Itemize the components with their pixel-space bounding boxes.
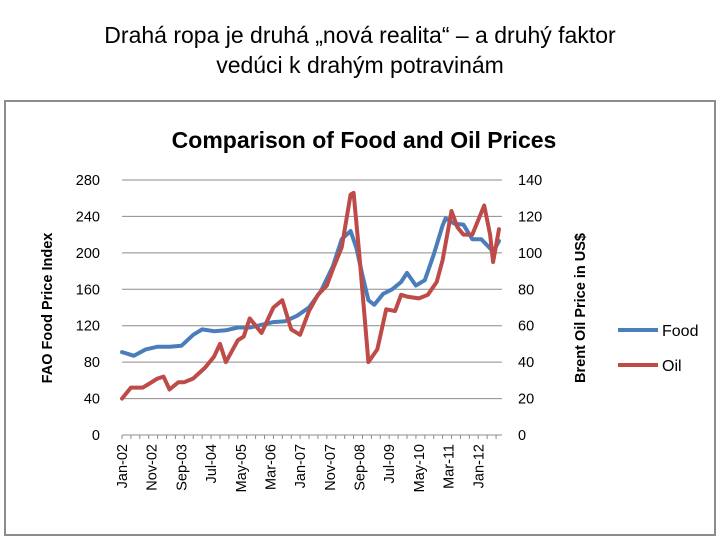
x-tick-label: Nov-07 <box>323 444 339 491</box>
axes: 0 0 40 20 80 40 120 60 160 80 200 100 240 120 280 140 Ja… <box>76 173 542 492</box>
y2-tick-label: 40 <box>518 355 534 371</box>
y2-tick-label: 0 <box>518 428 526 444</box>
legend-label-oil: Oil <box>662 358 682 375</box>
y2-tick-label: 100 <box>518 246 542 262</box>
y-tick-label: 200 <box>76 246 100 262</box>
slide-title-line-1: Drahá ropa je druhá „nová realita“ – a d… <box>104 22 616 48</box>
y-tick-label: 40 <box>84 392 100 408</box>
chart-frame: Comparison of Food and Oil Prices 0 0 40 20… <box>4 100 716 536</box>
y-tick-label: 80 <box>84 355 100 371</box>
y-tick-label: 160 <box>76 282 100 298</box>
chart-title: Comparison of Food and Oil Prices <box>172 127 557 153</box>
x-tick-label: May-05 <box>234 444 250 492</box>
x-tick-label: Mar-11 <box>442 444 458 489</box>
y2-tick-label: 120 <box>518 209 542 225</box>
series-line-food <box>120 216 501 358</box>
series-line-oil <box>120 190 501 401</box>
y-axis-label: FAO Food Price Index <box>40 233 56 384</box>
y2-tick-label: 60 <box>518 319 534 335</box>
y2-tick-label: 20 <box>518 392 534 408</box>
series-lines <box>120 190 501 401</box>
y2-tick-label: 80 <box>518 282 534 298</box>
y2-axis-label: Brent Oil Price in US$ <box>573 233 589 383</box>
y-tick-label: 120 <box>76 319 100 335</box>
y2-tick-label: 140 <box>518 173 542 189</box>
legend: Food Oil <box>618 323 698 375</box>
gridlines <box>122 179 502 400</box>
y-tick-label: 240 <box>76 209 100 225</box>
legend-label-food: Food <box>662 323 698 340</box>
x-tick-label: Jul-09 <box>382 444 398 484</box>
slide-title: Drahá ropa je druhá „nová realita“ – a d… <box>0 20 720 80</box>
y-tick-label: 0 <box>92 428 100 444</box>
chart: Comparison of Food and Oil Prices 0 0 40 20… <box>40 127 698 492</box>
x-tick-label: May-10 <box>412 444 428 492</box>
x-tick-label: Jan-02 <box>115 444 131 488</box>
x-tick-label: Jan-12 <box>471 444 487 488</box>
y-tick-label: 280 <box>76 173 100 189</box>
x-tick-label: Mar-06 <box>263 444 279 490</box>
x-tick-label: Sep-03 <box>174 444 190 491</box>
x-tick-label: Jan-07 <box>293 444 309 488</box>
x-tick-label: Jul-04 <box>204 444 220 484</box>
x-tick-label: Nov-02 <box>145 444 161 491</box>
slide-title-line-2: vedúci k drahým potravinám <box>216 52 504 78</box>
x-tick-label: Sep-08 <box>353 444 369 491</box>
